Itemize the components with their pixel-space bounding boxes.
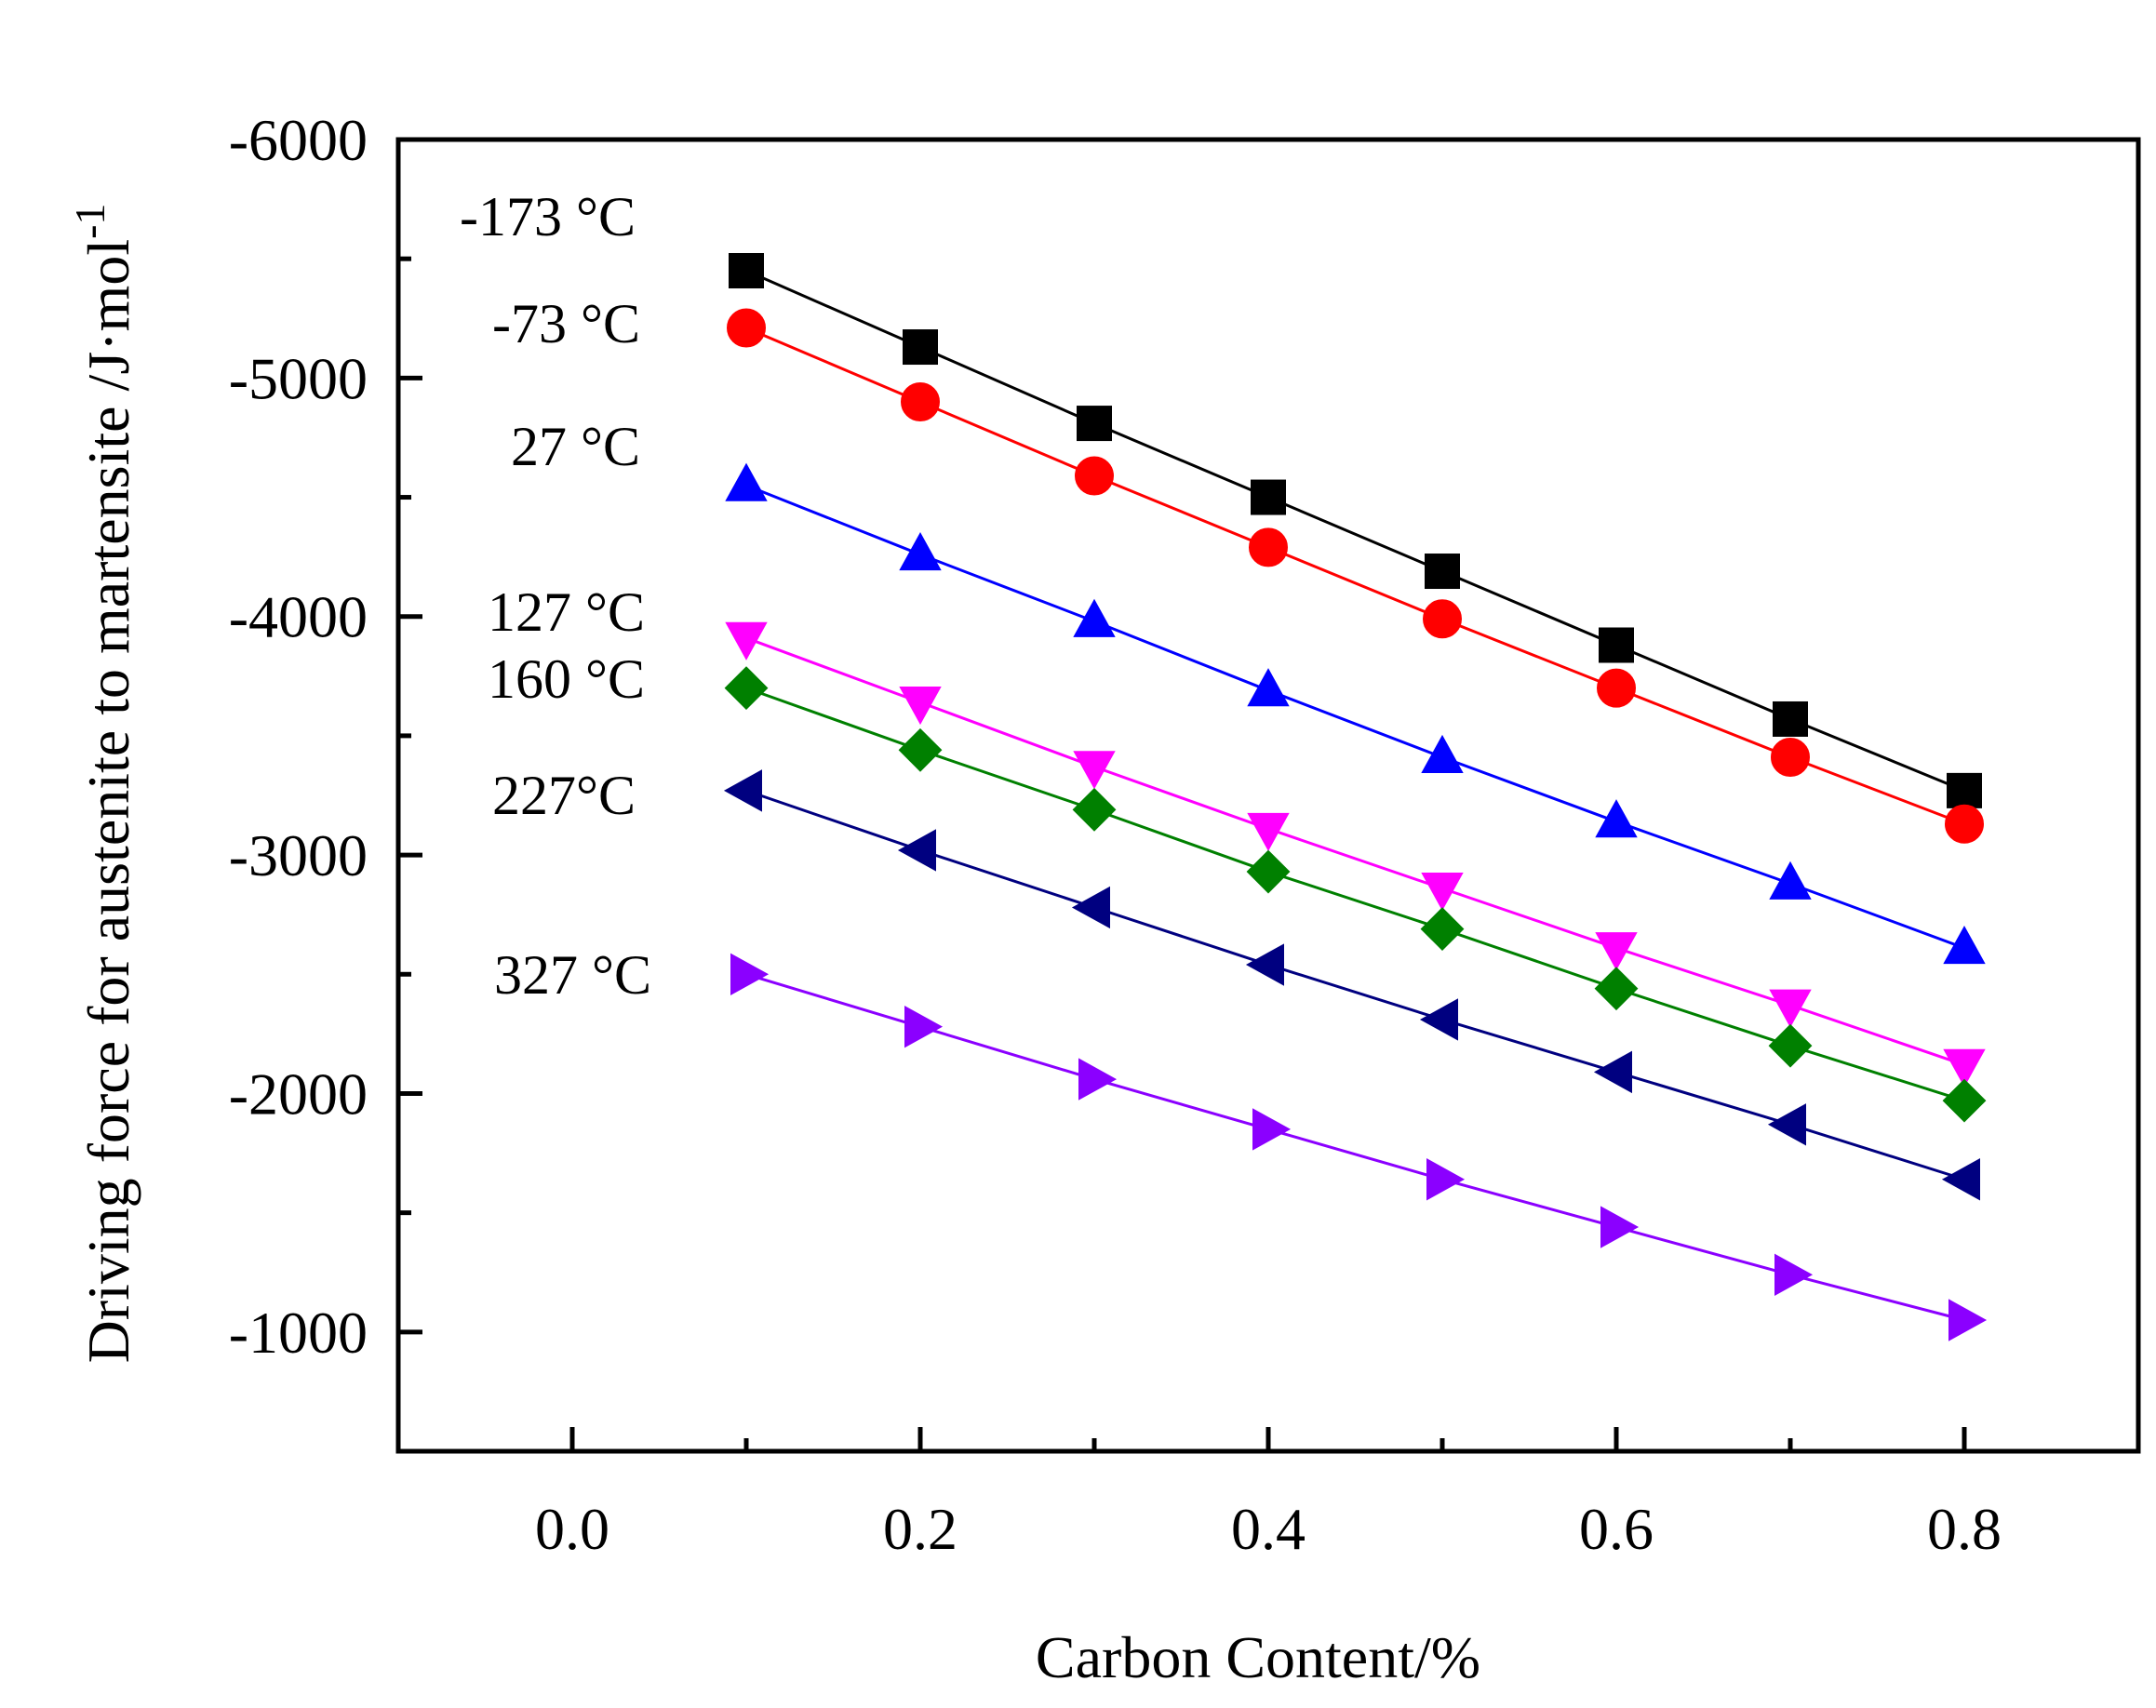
ticks-layer: 0.0 0.2 0.4 0.6 0.8 -6000 -5000 -4000 -3000 -2000… — [229, 107, 2002, 1562]
data-point-173-c — [1425, 554, 1460, 590]
data-point-173-c — [1773, 701, 1808, 737]
data-point-127-c — [899, 687, 942, 726]
y-tick-label: -6000 — [229, 107, 368, 173]
data-point-27-c — [1247, 668, 1290, 707]
y-axis-title-superscript: -1 — [66, 204, 114, 239]
data-point-160-c — [1072, 787, 1117, 832]
series-line-227-c — [745, 789, 1965, 1181]
data-point-73-c — [1771, 737, 1810, 777]
series-line-27-c — [745, 484, 1965, 950]
data-point-327-c — [730, 953, 770, 995]
data-point-173-c — [1947, 772, 1982, 808]
series-label-327-c: 327 °C — [494, 944, 651, 1006]
data-point-127-c — [1247, 812, 1290, 851]
series-73-c — [727, 308, 1984, 844]
data-point-227-c — [1245, 943, 1284, 986]
data-point-27-c — [1943, 926, 1986, 965]
data-point-73-c — [1597, 668, 1636, 708]
data-point-73-c — [901, 382, 940, 421]
series-line-73-c — [745, 327, 1965, 826]
data-point-160-c — [1768, 1023, 1813, 1068]
series-label-27-c: 27 °C — [511, 416, 640, 477]
x-tick-label: 0.4 — [1231, 1496, 1306, 1562]
x-tick-label: 0.0 — [535, 1496, 609, 1562]
data-point-327-c — [1426, 1158, 1466, 1201]
data-point-327-c — [1252, 1108, 1292, 1151]
series-160-c — [724, 666, 1987, 1123]
data-point-327-c — [1600, 1206, 1640, 1248]
data-point-73-c — [1945, 804, 1984, 844]
data-point-127-c — [1595, 932, 1638, 971]
data-point-160-c — [724, 666, 769, 711]
series-line-173-c — [745, 269, 1965, 793]
data-point-227-c — [1941, 1158, 1980, 1201]
data-point-160-c — [1420, 907, 1465, 951]
data-point-160-c — [1594, 967, 1639, 1011]
data-point-173-c — [1251, 479, 1286, 515]
series-127-c — [725, 621, 1986, 1088]
data-point-227-c — [1071, 886, 1110, 929]
series-label-73-c: -73 °C — [492, 293, 640, 354]
series-label-173-c: -173 °C — [460, 186, 636, 247]
series-label-127-c: 127 °C — [488, 581, 645, 643]
data-point-73-c — [1423, 599, 1462, 639]
data-point-227-c — [723, 769, 762, 812]
data-point-127-c — [1073, 751, 1116, 790]
data-point-327-c — [1774, 1253, 1814, 1296]
series-327-c — [730, 953, 1988, 1341]
series-line-127-c — [745, 636, 1965, 1067]
data-point-327-c — [1078, 1058, 1118, 1101]
data-point-327-c — [904, 1005, 944, 1048]
data-point-73-c — [727, 308, 766, 348]
data-point-160-c — [898, 727, 943, 772]
x-tick-label: 0.8 — [1927, 1496, 2002, 1562]
data-point-227-c — [897, 829, 936, 872]
data-point-173-c — [1599, 627, 1634, 663]
series-27-c — [725, 462, 1986, 965]
data-point-127-c — [1769, 989, 1812, 1028]
series-layer — [723, 253, 1988, 1341]
data-point-160-c — [1942, 1078, 1987, 1123]
data-point-173-c — [903, 329, 938, 366]
series-173-c — [729, 253, 1982, 808]
data-point-127-c — [1943, 1048, 1986, 1088]
x-tick-label: 0.2 — [883, 1496, 957, 1562]
data-point-227-c — [1593, 1050, 1632, 1094]
data-point-73-c — [1249, 527, 1288, 567]
series-label-160-c: 160 °C — [488, 648, 645, 710]
x-axis-title: Carbon Content/% — [1036, 1624, 1480, 1690]
y-tick-label: -5000 — [229, 345, 368, 411]
y-tick-label: -3000 — [229, 822, 368, 888]
data-point-127-c — [1421, 872, 1464, 912]
data-point-327-c — [1948, 1299, 1988, 1341]
data-point-127-c — [725, 621, 768, 661]
y-axis-title: Driving force for austenite to martensit… — [66, 204, 141, 1364]
data-point-160-c — [1246, 849, 1291, 894]
data-point-27-c — [1769, 861, 1812, 900]
series-227-c — [723, 769, 1980, 1201]
series-line-160-c — [745, 687, 1965, 1102]
data-point-227-c — [1767, 1103, 1806, 1146]
y-axis-title-main: Driving force for austenite to martensit… — [75, 239, 141, 1364]
plot-frame — [395, 137, 2141, 1454]
series-line-327-c — [745, 972, 1965, 1322]
data-point-27-c — [1595, 799, 1638, 838]
y-tick-label: -2000 — [229, 1061, 368, 1127]
data-point-227-c — [1419, 998, 1458, 1041]
series-label-227-c: 227°C — [492, 765, 636, 826]
svg-text:Driving force for austenite to: Driving force for austenite to martensit… — [66, 204, 141, 1364]
data-point-173-c — [1077, 406, 1112, 442]
data-point-27-c — [1073, 598, 1116, 637]
data-point-27-c — [1421, 734, 1464, 773]
data-point-27-c — [899, 532, 942, 571]
y-tick-label: -4000 — [229, 584, 368, 650]
data-point-173-c — [729, 253, 764, 288]
data-point-73-c — [1075, 456, 1114, 496]
y-tick-label: -1000 — [229, 1300, 368, 1366]
data-point-27-c — [725, 462, 768, 501]
x-tick-label: 0.6 — [1579, 1496, 1654, 1562]
